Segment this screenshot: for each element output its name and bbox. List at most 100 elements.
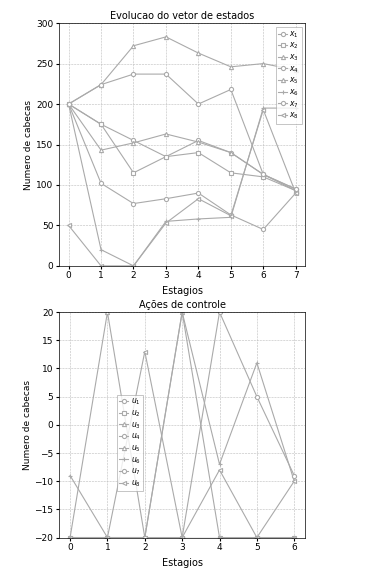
$x_4$ <box>294 190 298 197</box>
$u_5$ <box>180 309 184 316</box>
$u_7$ <box>292 472 297 479</box>
$x_5$ <box>99 81 103 88</box>
$x_1$ <box>294 186 298 192</box>
$u_7$ <box>217 309 222 316</box>
$x_7$ <box>261 171 265 178</box>
$x_8$ <box>131 262 136 269</box>
$x_7$ <box>196 101 201 108</box>
$x_6$ <box>196 216 201 223</box>
$u_6$ <box>292 477 297 484</box>
$u_5$ <box>142 534 147 541</box>
$x_5$ <box>66 101 71 108</box>
$x_2$ <box>294 187 298 194</box>
Y-axis label: Numero de cabecas: Numero de cabecas <box>22 380 32 470</box>
Line: $x_1$: $x_1$ <box>67 102 298 191</box>
$u_8$ <box>292 477 297 484</box>
$u_4$ <box>255 534 259 541</box>
$u_7$ <box>180 534 184 541</box>
$x_3$ <box>261 171 265 178</box>
$x_6$ <box>164 218 168 225</box>
Line: $x_7$: $x_7$ <box>67 72 298 191</box>
$u_8$ <box>105 534 110 541</box>
$x_1$ <box>196 137 201 144</box>
Line: $u_7$: $u_7$ <box>68 310 296 540</box>
$u_6$ <box>217 461 222 468</box>
$u_1$ <box>68 534 72 541</box>
$u_8$ <box>217 466 222 473</box>
$x_1$ <box>164 153 168 160</box>
$x_4$ <box>164 195 168 202</box>
$u_6$ <box>180 309 184 316</box>
$x_2$ <box>261 173 265 180</box>
$x_3$ <box>131 139 136 146</box>
$u_1$ <box>217 534 222 541</box>
$x_4$ <box>196 190 201 197</box>
Line: $u_4$: $u_4$ <box>68 535 296 540</box>
$x_4$ <box>229 212 233 218</box>
$x_5$ <box>164 34 168 40</box>
$u_8$ <box>142 348 147 355</box>
$u_2$ <box>292 534 297 541</box>
$u_4$ <box>217 534 222 541</box>
$u_3$ <box>217 534 222 541</box>
$x_8$ <box>196 195 201 202</box>
$x_7$ <box>229 86 233 93</box>
$x_8$ <box>99 262 103 269</box>
$u_6$ <box>105 534 110 541</box>
$x_1$ <box>66 101 71 108</box>
$x_4$ <box>66 101 71 108</box>
X-axis label: Estagios: Estagios <box>162 558 203 568</box>
Line: $x_6$: $x_6$ <box>67 102 298 268</box>
$u_8$ <box>255 534 259 541</box>
$x_7$ <box>294 186 298 192</box>
X-axis label: Estagios: Estagios <box>162 286 203 296</box>
$u_3$ <box>68 534 72 541</box>
$x_5$ <box>261 60 265 67</box>
$x_4$ <box>131 200 136 207</box>
Legend: $x_1$, $x_2$, $x_3$, $x_4$, $x_5$, $x_6$, $x_7$, $x_8$: $x_1$, $x_2$, $x_3$, $x_4$, $x_5$, $x_6$… <box>276 27 302 124</box>
$u_1$ <box>142 534 147 541</box>
$x_8$ <box>294 190 298 197</box>
$x_2$ <box>164 153 168 160</box>
$x_1$ <box>131 137 136 144</box>
Legend: $u_1$, $u_2$, $u_3$, $u_4$, $u_5$, $u_6$, $u_7$, $u_8$: $u_1$, $u_2$, $u_3$, $u_4$, $u_5$, $u_6$… <box>117 395 143 491</box>
$x_6$ <box>131 262 136 269</box>
$x_2$ <box>196 149 201 156</box>
$u_6$ <box>68 472 72 479</box>
$x_3$ <box>294 187 298 194</box>
$u_6$ <box>142 534 147 541</box>
$u_4$ <box>142 534 147 541</box>
$x_7$ <box>164 71 168 77</box>
$u_2$ <box>142 534 147 541</box>
$u_2$ <box>180 534 184 541</box>
$u_2$ <box>255 534 259 541</box>
$x_5$ <box>196 50 201 57</box>
Line: $x_5$: $x_5$ <box>67 35 298 106</box>
$u_5$ <box>217 534 222 541</box>
Line: $x_8$: $x_8$ <box>67 108 298 268</box>
$x_5$ <box>229 64 233 71</box>
$x_1$ <box>229 149 233 156</box>
Line: $u_2$: $u_2$ <box>68 535 296 540</box>
$u_7$ <box>255 393 259 400</box>
$x_7$ <box>99 81 103 88</box>
$x_8$ <box>164 220 168 227</box>
$u_8$ <box>180 534 184 541</box>
$x_6$ <box>261 105 265 112</box>
$u_5$ <box>68 534 72 541</box>
$u_7$ <box>68 534 72 541</box>
Line: $x_2$: $x_2$ <box>67 102 298 192</box>
$u_3$ <box>105 534 110 541</box>
$u_4$ <box>105 534 110 541</box>
$u_1$ <box>105 534 110 541</box>
Line: $u_1$: $u_1$ <box>68 535 296 540</box>
$x_3$ <box>66 101 71 108</box>
$x_8$ <box>66 222 71 229</box>
$x_7$ <box>66 101 71 108</box>
$x_2$ <box>131 169 136 176</box>
$u_1$ <box>255 534 259 541</box>
$u_3$ <box>142 534 147 541</box>
$x_8$ <box>261 106 265 113</box>
$u_5$ <box>292 534 297 541</box>
$x_6$ <box>66 101 71 108</box>
